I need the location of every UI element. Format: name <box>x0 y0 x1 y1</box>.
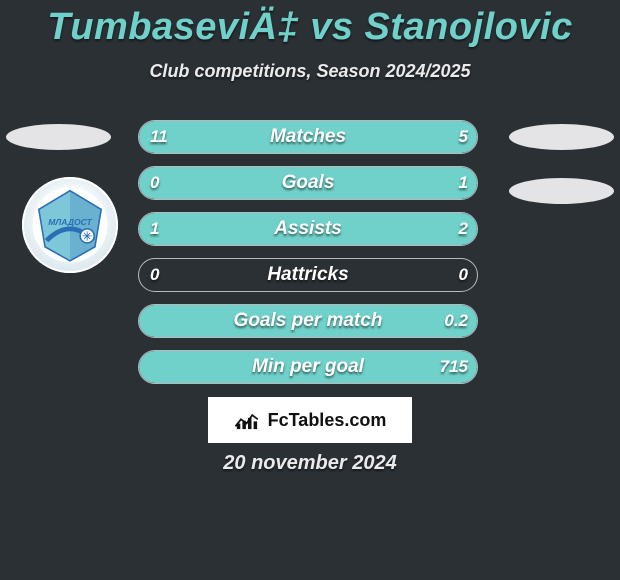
stat-row: Assists1 2 <box>138 212 478 246</box>
stat-value-left: 0 <box>150 166 159 200</box>
date-text: 20 november 2024 <box>0 452 620 475</box>
stat-bars: Matches115Goals01Assists12Hattricks00Goa… <box>138 120 478 396</box>
stat-row: Min per goal715 <box>138 350 478 384</box>
brand-text: FcTables.com <box>268 410 387 431</box>
club-badge-icon: МЛАДОСТ <box>31 186 109 264</box>
stat-value-right: 0.2 <box>444 304 468 338</box>
brand-box: FcTables.com <box>208 397 412 443</box>
stat-value-left: 1 <box>150 212 159 246</box>
player-left-placeholder <box>6 124 111 150</box>
stat-label: Hattricks <box>138 258 478 292</box>
club-badge: МЛАДОСТ <box>22 177 118 273</box>
stat-value-right: 1 <box>459 166 468 200</box>
page-subtitle: Club competitions, Season 2024/2025 <box>0 61 620 82</box>
stat-value-right: 2 <box>459 212 468 246</box>
stat-row: Matches11 5 <box>138 120 478 154</box>
stat-value-left: 0 <box>150 258 159 292</box>
stat-value-right: 715 <box>440 350 468 384</box>
player-right-placeholder-1 <box>509 124 614 150</box>
stat-row: Goals0 1 <box>138 166 478 200</box>
page-title: TumbaseviÄ‡ vs Stanojlovic <box>0 0 620 49</box>
stat-row: Goals per match0.2 <box>138 304 478 338</box>
stat-label: Goals per match <box>138 304 478 338</box>
svg-text:МЛАДОСТ: МЛАДОСТ <box>48 217 92 227</box>
stat-label: Matches <box>138 120 478 154</box>
stat-label: Min per goal <box>138 350 478 384</box>
player-right-placeholder-2 <box>509 178 614 204</box>
stat-value-right: 0 <box>459 258 468 292</box>
stat-value-left: 11 <box>150 120 168 154</box>
stat-label: Goals <box>138 166 478 200</box>
stat-row: Hattricks0 0 <box>138 258 478 292</box>
comparison-infographic: TumbaseviÄ‡ vs Stanojlovic Club competit… <box>0 0 620 580</box>
brand-chart-icon <box>234 409 262 431</box>
stat-value-right: 5 <box>459 120 468 154</box>
stat-label: Assists <box>138 212 478 246</box>
